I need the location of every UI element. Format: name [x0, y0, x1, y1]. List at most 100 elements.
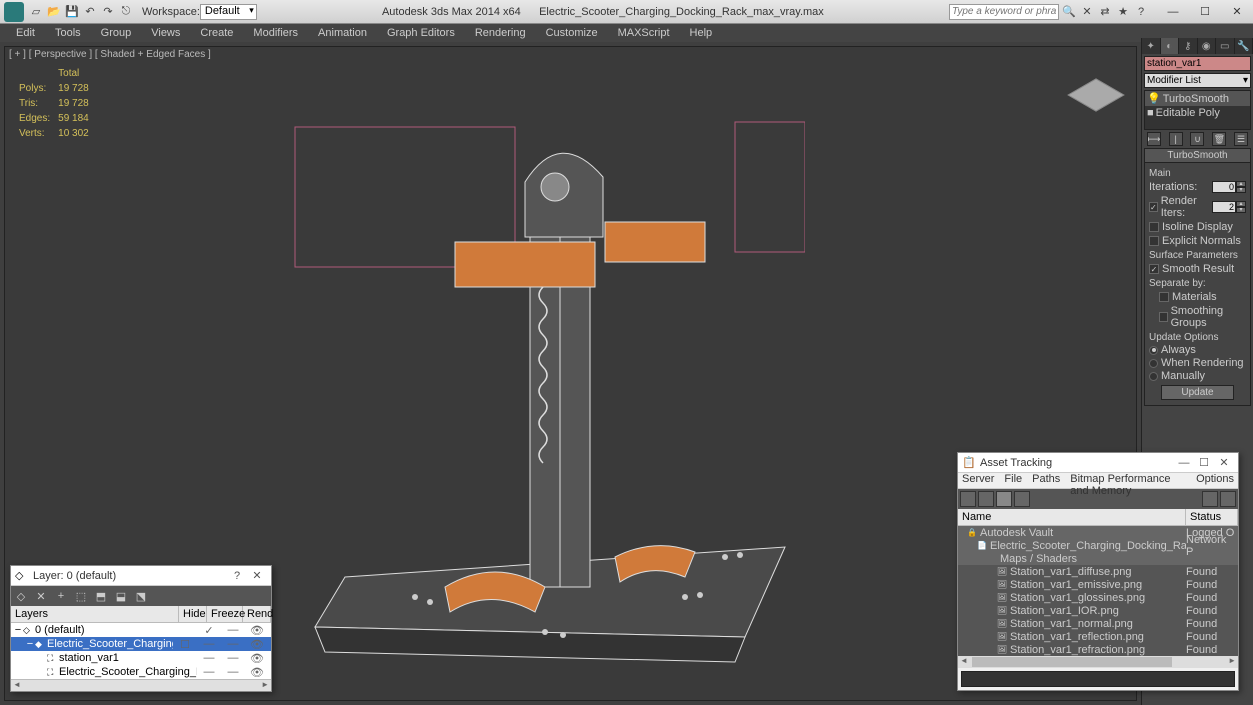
menu-help[interactable]: Help — [680, 24, 723, 42]
new-layer-icon[interactable]: ◇ — [13, 588, 29, 604]
modifier-editable-poly[interactable]: ■Editable Poly — [1145, 106, 1250, 120]
hide-unhide-icon[interactable]: ⬓ — [113, 588, 129, 604]
menu-customize[interactable]: Customize — [536, 24, 608, 42]
asset-row[interactable]: 🖼Station_var1_reflection.pngFound — [958, 630, 1238, 643]
asset-refresh-icon[interactable] — [1202, 491, 1218, 507]
asset-close-button[interactable]: ✕ — [1214, 456, 1234, 469]
new-icon[interactable]: ▱ — [28, 4, 44, 20]
asset-menu-bitmap-performance-and-memory[interactable]: Bitmap Performance and Memory — [1070, 473, 1186, 488]
search-input[interactable] — [949, 4, 1059, 20]
asset-min-button[interactable]: — — [1174, 457, 1194, 469]
menu-tools[interactable]: Tools — [45, 24, 91, 42]
configure-icon[interactable]: ☰ — [1234, 132, 1248, 146]
object-name-field[interactable]: station_var1 — [1144, 56, 1251, 71]
add-to-layer-icon[interactable]: + — [53, 588, 69, 604]
asset-max-button[interactable]: ☐ — [1194, 456, 1214, 469]
menu-graph-editors[interactable]: Graph Editors — [377, 24, 465, 42]
modifier-stack[interactable]: 💡TurboSmooth■Editable Poly — [1144, 90, 1251, 130]
asset-row[interactable]: 🖼Station_var1_glossines.pngFound — [958, 591, 1238, 604]
menu-edit[interactable]: Edit — [6, 24, 45, 42]
layer-hscrollbar[interactable] — [11, 679, 271, 691]
redo-icon[interactable]: ↷ — [100, 4, 116, 20]
spin-down-icon[interactable]: ▾ — [1236, 187, 1246, 193]
radio-always[interactable]: Always — [1149, 344, 1246, 356]
tab-hierarchy[interactable]: ⚷ — [1179, 38, 1198, 54]
smooth-result-checkbox[interactable]: ✓ — [1149, 264, 1159, 274]
update-button[interactable]: Update — [1161, 385, 1234, 400]
layer-dialog-titlebar[interactable]: ◇ Layer: 0 (default) ? ✕ — [11, 566, 271, 586]
layer-dialog[interactable]: ◇ Layer: 0 (default) ? ✕ ◇ ✕ + ⬚ ⬒ ⬓ ⬔ L… — [10, 565, 272, 692]
search-icon[interactable]: 🔍 — [1061, 4, 1077, 20]
col-layers[interactable]: Layers — [11, 606, 179, 622]
modifier-list-dropdown[interactable]: Modifier List — [1144, 73, 1251, 88]
asset-list[interactable]: 🔒Autodesk VaultLogged O📄Electric_Scooter… — [958, 526, 1238, 656]
render-iters-spinner[interactable]: ▴▾ — [1212, 201, 1246, 213]
menu-group[interactable]: Group — [91, 24, 142, 42]
asset-row[interactable]: 🖼Station_var1_diffuse.pngFound — [958, 565, 1238, 578]
col-hide[interactable]: Hide — [179, 606, 207, 622]
rollout-header[interactable]: TurboSmooth — [1145, 149, 1250, 163]
asset-dialog-titlebar[interactable]: 📋 Asset Tracking — ☐ ✕ — [958, 453, 1238, 473]
tab-create[interactable]: ✦ — [1142, 38, 1161, 54]
show-end-icon[interactable]: | — [1169, 132, 1183, 146]
minimize-button[interactable]: — — [1161, 4, 1185, 20]
asset-menu-server[interactable]: Server — [962, 473, 994, 488]
asset-view1-icon[interactable] — [960, 491, 976, 507]
isoline-checkbox[interactable] — [1149, 222, 1159, 232]
asset-hscrollbar[interactable] — [958, 656, 1238, 668]
tab-motion[interactable]: ◉ — [1198, 38, 1217, 54]
menu-animation[interactable]: Animation — [308, 24, 377, 42]
tab-utilities[interactable]: 🔧 — [1235, 38, 1253, 54]
asset-settings-icon[interactable] — [1220, 491, 1236, 507]
freeze-icon[interactable]: ⬔ — [133, 588, 149, 604]
layer-help-button[interactable]: ? — [227, 570, 247, 582]
asset-row[interactable]: 🖼Station_var1_refraction.pngFound — [958, 643, 1238, 656]
asset-row[interactable]: 📄Electric_Scooter_Charging_Docking_Rack_… — [958, 539, 1238, 552]
save-icon[interactable]: 💾 — [64, 4, 80, 20]
menu-maxscript[interactable]: MAXScript — [608, 24, 680, 42]
asset-row[interactable]: 🖼Station_var1_normal.pngFound — [958, 617, 1238, 630]
help-icon[interactable]: ? — [1133, 4, 1149, 20]
menu-views[interactable]: Views — [141, 24, 190, 42]
viewport-label[interactable]: [ + ] [ Perspective ] [ Shaded + Edged F… — [9, 49, 211, 60]
menu-modifiers[interactable]: Modifiers — [243, 24, 308, 42]
layer-row[interactable]: ⛶Electric_Scooter_Charging_Docking_Rack—… — [11, 665, 271, 679]
select-layer-icon[interactable]: ⬚ — [73, 588, 89, 604]
menu-rendering[interactable]: Rendering — [465, 24, 536, 42]
explicit-checkbox[interactable] — [1149, 236, 1159, 246]
layer-close-button[interactable]: ✕ — [247, 569, 267, 582]
asset-view3-icon[interactable] — [996, 491, 1012, 507]
iterations-spinner[interactable]: ▴▾ — [1212, 181, 1246, 193]
render-iters-checkbox[interactable]: ✓ — [1149, 202, 1158, 212]
asset-menu-file[interactable]: File — [1004, 473, 1022, 488]
layer-row[interactable]: −◇0 (default)✓—👁 — [11, 623, 271, 637]
materials-checkbox[interactable] — [1159, 292, 1169, 302]
layer-row[interactable]: ⛶station_var1——👁 — [11, 651, 271, 665]
asset-tracking-dialog[interactable]: 📋 Asset Tracking — ☐ ✕ ServerFilePathsBi… — [957, 452, 1239, 691]
layer-list[interactable]: −◇0 (default)✓—👁−◆Electric_Scooter_Charg… — [11, 623, 271, 679]
close-button[interactable]: ✕ — [1225, 4, 1249, 20]
asset-row[interactable]: 🖼Station_var1_emissive.pngFound — [958, 578, 1238, 591]
maximize-button[interactable]: ☐ — [1193, 4, 1217, 20]
remove-mod-icon[interactable]: 🗑 — [1212, 132, 1226, 146]
viewcube[interactable] — [1074, 73, 1118, 117]
col-freeze[interactable]: Freeze — [207, 606, 243, 622]
exchange-icon[interactable]: ⇄ — [1097, 4, 1113, 20]
radio-when-rendering[interactable]: When Rendering — [1149, 357, 1246, 369]
favorite-icon[interactable]: ★ — [1115, 4, 1131, 20]
col-render[interactable]: Rend — [243, 606, 271, 622]
asset-view4-icon[interactable] — [1014, 491, 1030, 507]
layer-row[interactable]: −◆Electric_Scooter_Charging_Docking_Rack… — [11, 637, 271, 651]
highlight-icon[interactable]: ⬒ — [93, 588, 109, 604]
smgroups-checkbox[interactable] — [1159, 312, 1168, 322]
make-unique-icon[interactable]: ∪ — [1190, 132, 1204, 146]
pin-stack-icon[interactable]: ⟼ — [1147, 132, 1161, 146]
col-name[interactable]: Name — [958, 509, 1186, 525]
tab-display[interactable]: ▭ — [1216, 38, 1235, 54]
asset-view2-icon[interactable] — [978, 491, 994, 507]
radio-manually[interactable]: Manually — [1149, 370, 1246, 382]
workspace-dropdown[interactable]: Default — [200, 4, 257, 20]
modifier-turbosmooth[interactable]: 💡TurboSmooth — [1145, 91, 1250, 106]
undo-icon[interactable]: ↶ — [82, 4, 98, 20]
link-icon[interactable]: ⎋ — [118, 4, 134, 20]
